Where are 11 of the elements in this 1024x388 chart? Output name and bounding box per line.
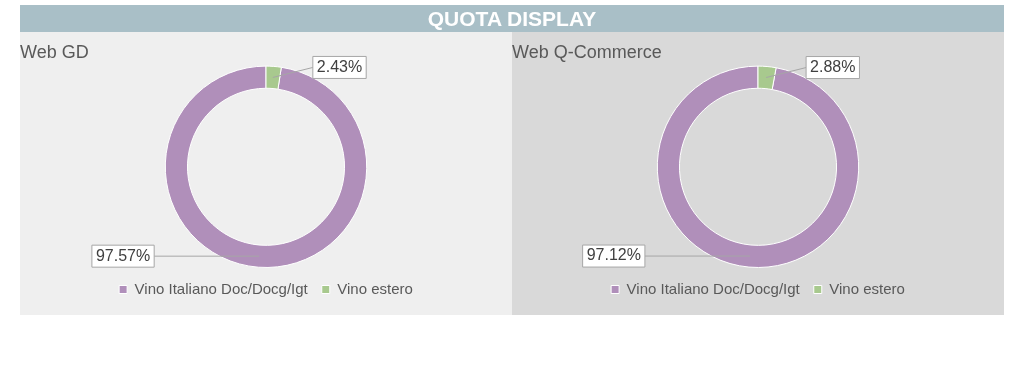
data-label: 97.57% [95,246,151,264]
text: QUOTA DISPLAY [20,5,1004,32]
legend-label: Vino Italiano Doc/Docg/Igt [626,279,801,297]
chart-subtitle: Web GD [20,41,89,62]
data-label: 2.88% [810,57,856,75]
data-label: 2.43% [316,57,363,75]
legend-label: Vino estero [337,279,413,297]
legend-label: Vino Italiano Doc/Docg/Igt [134,279,309,297]
legend-label: Vino estero [829,279,905,297]
data-label: 97.12% [586,246,641,264]
chart-subtitle: Web Q-Commerce [512,41,662,62]
